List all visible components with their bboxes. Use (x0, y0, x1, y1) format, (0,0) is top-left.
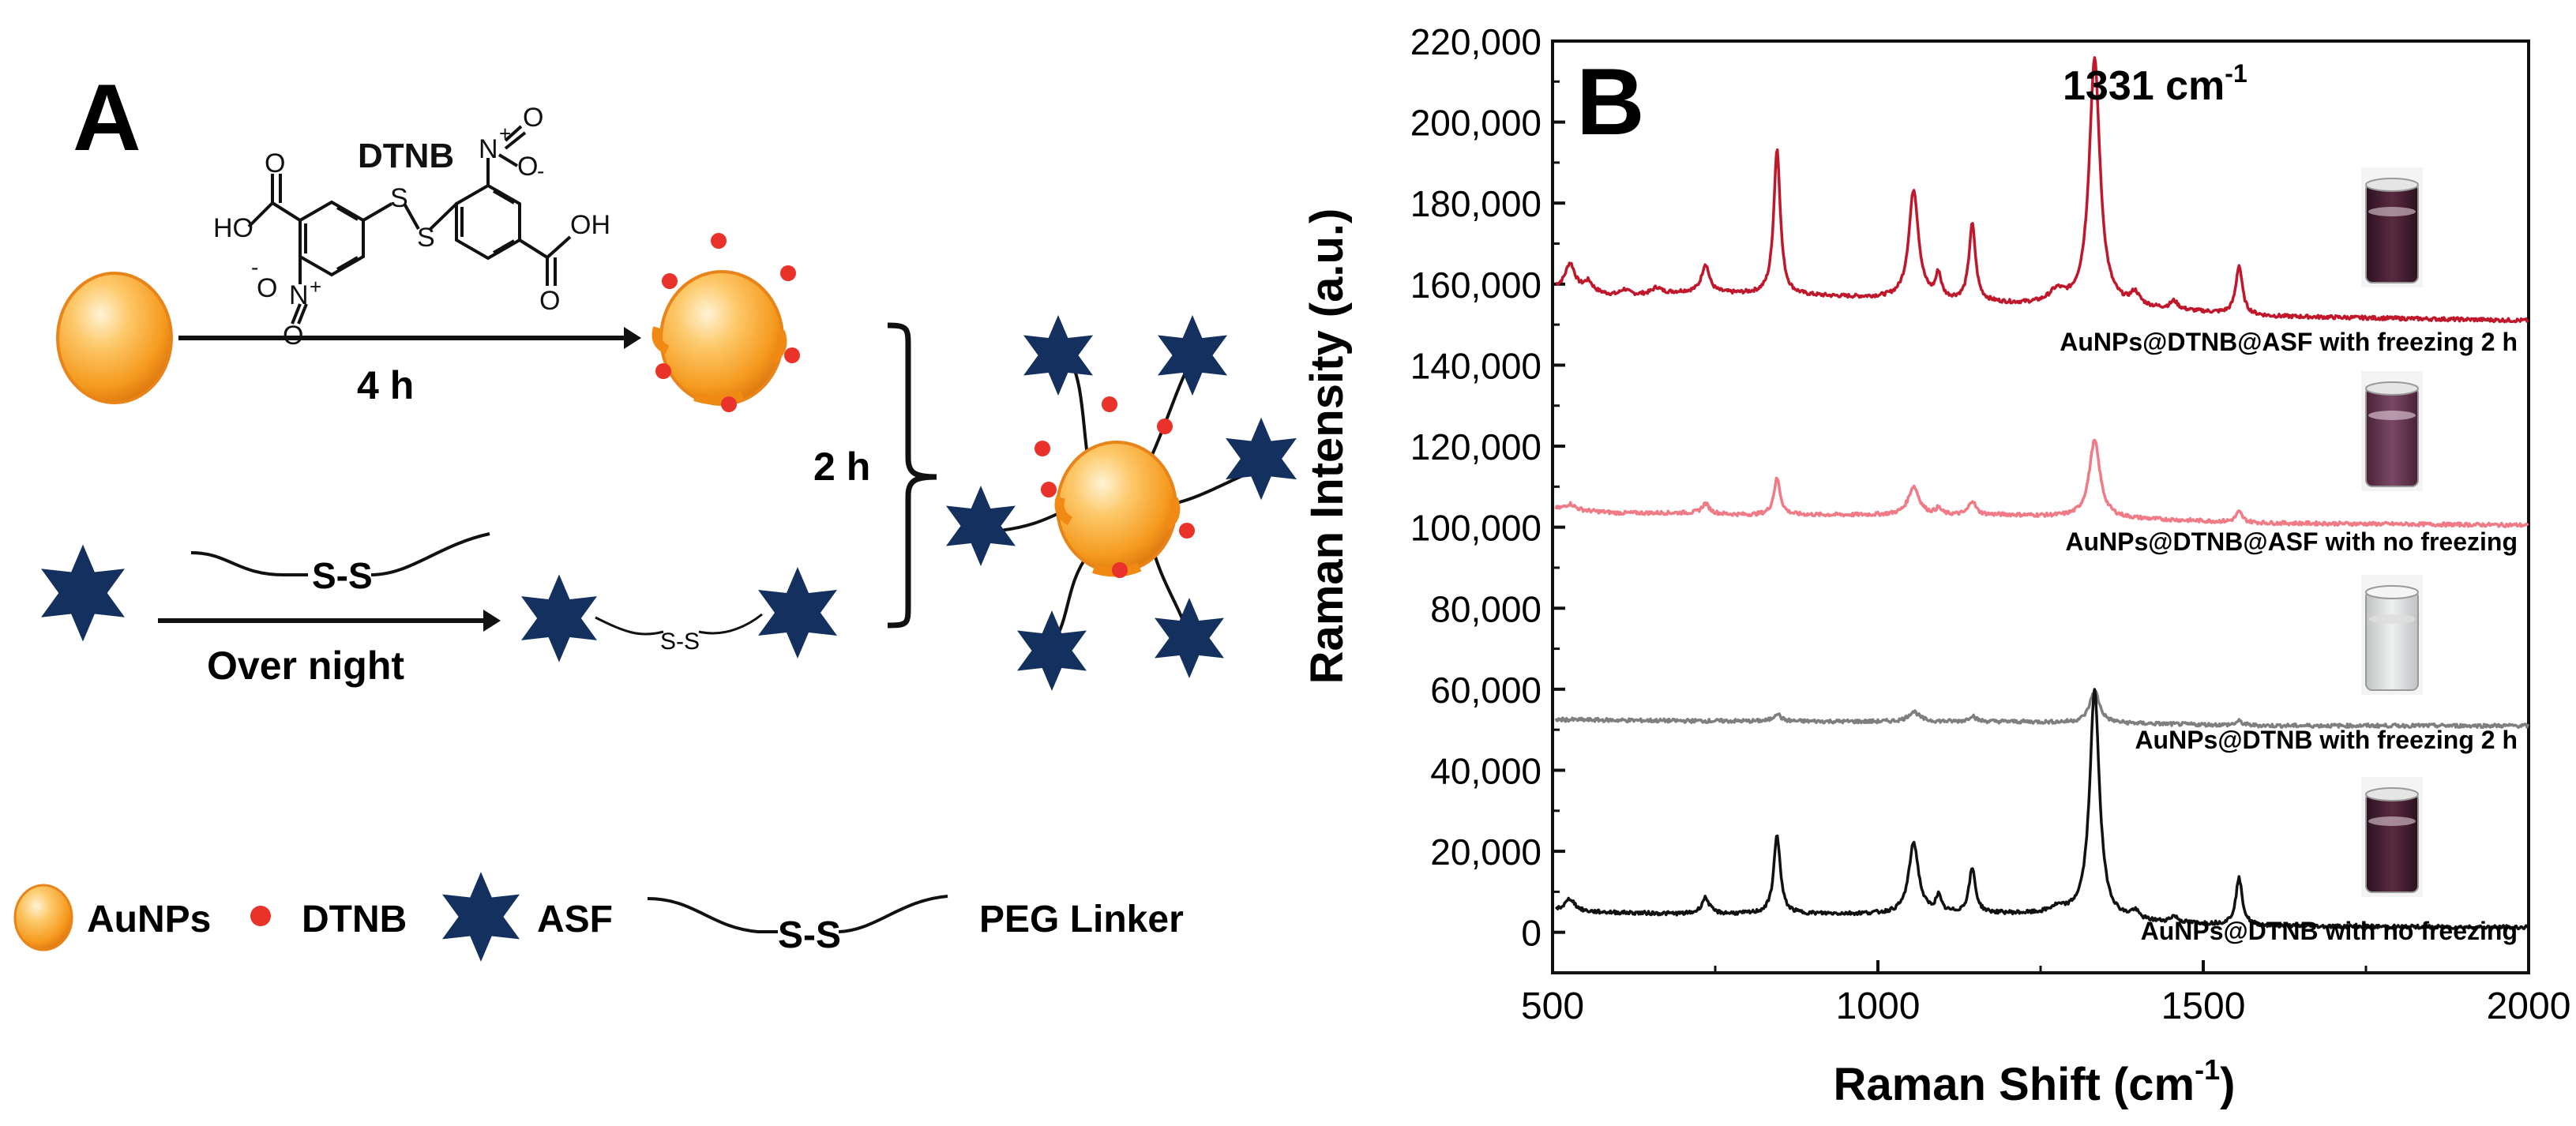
y-tick-label: 120,000 (1410, 426, 1541, 467)
legend-linker-ss: S-S (778, 914, 841, 956)
step1-time: 4 h (357, 363, 414, 407)
y-tick-label: 20,000 (1430, 831, 1541, 873)
vial-photo-asf-freezing (2361, 167, 2423, 287)
linker-patch (1162, 497, 1181, 531)
y-tick-label: 0 (1521, 913, 1541, 954)
legend-dtnb-icon (250, 906, 271, 926)
panel-b-label: B (1576, 49, 1645, 155)
final-conjugate (946, 314, 1297, 692)
asf-star-conj-4 (946, 485, 1016, 567)
linker-patch (769, 329, 787, 363)
y-tick-label: 160,000 (1410, 265, 1541, 306)
atom-s2: S (417, 223, 435, 253)
series-line-2 (1554, 688, 2529, 730)
vial-photo-dtnb-no-freezing (2361, 777, 2423, 897)
merge-bracket (887, 322, 937, 629)
asf-star-conj-1 (1023, 314, 1093, 396)
asf-star-conj-5 (1017, 610, 1087, 692)
y-tick-label: 100,000 (1410, 508, 1541, 549)
arrow-step1-head (624, 327, 641, 349)
vial-photo-asf-no-freezing (2361, 371, 2423, 491)
atom-n-right: N (479, 134, 498, 164)
peg-linker-right (370, 532, 490, 576)
linker-patch (1054, 496, 1073, 526)
legend-asf-icon (442, 872, 520, 962)
asf-star-conj-2 (1158, 314, 1227, 396)
x-axis: 500 1000 1500 2000 (1521, 960, 2570, 1027)
peak-annotation: 1331 cm-1 (2063, 59, 2247, 109)
y-tick-label: 140,000 (1410, 345, 1541, 386)
atom-o-top-left: O (265, 148, 285, 178)
panel-b: 0 20,000 40,000 60,000 80,000 100,000 120,000 1… (1301, 21, 2570, 1110)
y-axis-title: Raman Intensity (a.u.) (1301, 208, 1353, 685)
arrow-step2-head (483, 610, 501, 632)
linker-ss-top: S-S (312, 555, 373, 596)
atom-ho-left: HO (213, 213, 253, 243)
trace-label-asf-freezing: AuNPs@DTNB@ASF with freezing 2 h (2060, 328, 2518, 356)
y-axis: 0 20,000 40,000 60,000 80,000 100,000 120,000 1… (1410, 21, 1565, 954)
panel-a-label: A (73, 65, 141, 171)
atom-oh-right: OH (570, 210, 610, 240)
series-line-3 (1554, 688, 2529, 931)
atom-plus-right: + (499, 122, 511, 145)
trace-label-dtnb-freezing: AuNPs@DTNB with freezing 2 h (2135, 726, 2518, 754)
asf-star-conj-3 (1226, 417, 1297, 501)
linker-ss-mid: S-S (660, 629, 700, 655)
overnight-label: Over night (207, 644, 404, 688)
legend-linker-right (838, 895, 948, 933)
series-layer (1554, 56, 2529, 931)
asf-star (41, 544, 125, 642)
y-tick-label: 180,000 (1410, 183, 1541, 224)
legend-asf-label: ASF (537, 899, 613, 940)
panel-a-legend: AuNPs DTNB ASF S-S PEG Linker (13, 872, 1184, 962)
atom-plus-left: + (310, 275, 321, 298)
trace-label-asf-no-freezing: AuNPs@DTNB@ASF with no freezing (2065, 527, 2518, 556)
dtnb-atom-labels: DTNB O HO S S - O N + O N + O O - O OH (213, 103, 610, 351)
atom-o-minus-right: O (517, 152, 538, 182)
legend-aunp-icon (13, 884, 73, 951)
legend-aunps-label: AuNPs (87, 899, 211, 940)
y-tick-label: 220,000 (1410, 21, 1541, 62)
vial-photo-dtnb-freezing (2361, 575, 2423, 695)
atom-minus-left: - (251, 255, 258, 280)
x-tick-label: 500 (1521, 985, 1584, 1027)
peg-linker-left (190, 551, 308, 576)
linker-patch (693, 390, 745, 405)
aunp-dtnb (652, 233, 800, 412)
aunp-start (56, 272, 173, 404)
atom-o-minus-left: O (257, 273, 277, 303)
series-line-1 (1554, 438, 2529, 528)
atom-s1: S (390, 183, 408, 213)
y-tick-label: 80,000 (1430, 588, 1541, 629)
x-tick-label: 2000 (2487, 985, 2571, 1027)
atom-o-right-bottom: O (539, 286, 560, 316)
atom-o-right-top: O (523, 103, 543, 133)
atom-minus-right: - (537, 159, 544, 183)
linker-patch (652, 326, 670, 355)
y-tick-label: 60,000 (1430, 670, 1541, 711)
series-line-0 (1555, 56, 2529, 324)
dtnb-dots (655, 233, 800, 412)
y-tick-label: 200,000 (1410, 103, 1541, 144)
dtnb-title: DTNB (358, 137, 454, 175)
atom-n-left: N (289, 280, 309, 310)
legend-linker-left (647, 897, 778, 933)
dtnb-structure (247, 125, 572, 325)
asf-star-right (758, 567, 837, 659)
trace-label-dtnb-no-freezing: AuNPs@DTNB with no freezing (2141, 917, 2518, 945)
x-tick-label: 1500 (2161, 985, 2246, 1027)
x-axis-title: Raman Shift (cm-1) (1834, 1053, 2236, 1110)
conjugate-dtnb-dots (1035, 396, 1195, 578)
y-tick-label: 40,000 (1430, 750, 1541, 791)
asf-star-conj-6 (1155, 597, 1224, 679)
legend-dtnb-label: DTNB (302, 899, 407, 940)
step2-time: 2 h (813, 445, 870, 489)
asf-star-left (521, 574, 597, 662)
peg-linker-mid-left (595, 616, 664, 636)
x-tick-label: 1000 (1836, 985, 1921, 1027)
panel-a: A (13, 65, 1297, 962)
peg-linker-mid-right (698, 613, 763, 635)
legend-peg-label: PEG Linker (979, 899, 1184, 940)
